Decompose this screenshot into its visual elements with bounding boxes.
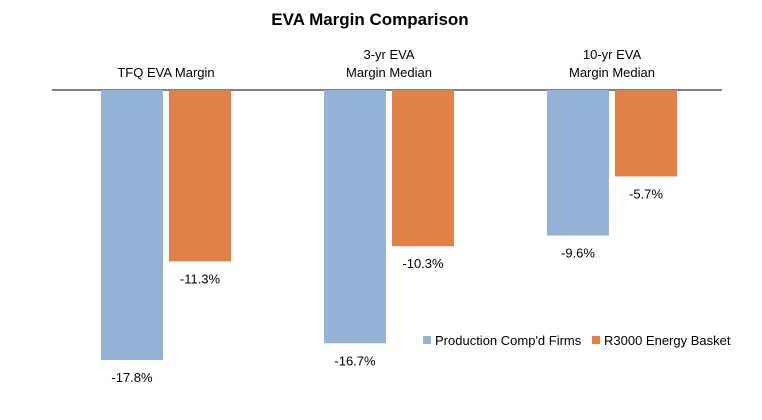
data-label: -5.7% (629, 186, 663, 201)
bar-production-1 (324, 90, 386, 344)
bar-production-0 (101, 90, 163, 360)
legend-swatch-production (423, 336, 431, 344)
category-label: 3-yr EVA (363, 47, 414, 62)
legend: Production Comp'd Firms R3000 Energy Bask… (423, 333, 731, 348)
bar-r3000-0 (169, 90, 231, 262)
data-label: -16.7% (334, 353, 376, 368)
category-label: 10-yr EVA (583, 47, 642, 62)
data-label: -9.6% (561, 246, 595, 261)
data-label: -11.3% (180, 271, 221, 286)
bars-group (101, 90, 677, 360)
bar-r3000-2 (615, 90, 677, 177)
bar-production-2 (547, 90, 609, 236)
category-label: TFQ EVA Margin (117, 65, 214, 80)
data-label: -17.8% (111, 370, 153, 385)
category-label: Margin Median (569, 65, 655, 80)
bar-r3000-1 (392, 90, 454, 247)
data-label: -10.3% (402, 256, 444, 271)
legend-label-production: Production Comp'd Firms (435, 333, 582, 348)
category-label: Margin Median (346, 65, 432, 80)
data-labels-group: -17.8% -16.7% -9.6% -11.3% -10.3% -5.7% (111, 186, 663, 385)
chart-title: EVA Margin Comparison (271, 10, 468, 29)
legend-label-r3000: R3000 Energy Basket (604, 333, 731, 348)
legend-swatch-r3000 (592, 336, 600, 344)
category-labels: TFQ EVA Margin 3-yr EVA Margin Median 10-yr… (117, 47, 655, 80)
